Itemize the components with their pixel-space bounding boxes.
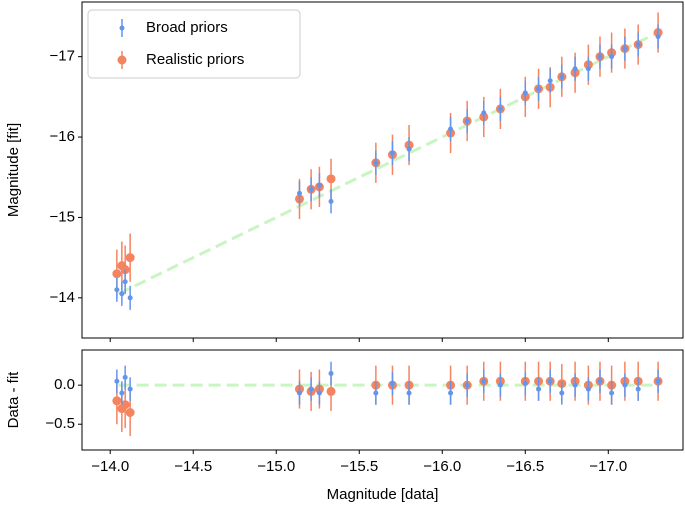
data-point [328,370,334,376]
data-point [119,291,125,297]
data-point [308,386,314,392]
data-point [597,378,603,384]
data-point [448,126,454,132]
x-tick-label: −15.0 [257,458,295,475]
data-point [609,54,615,60]
data-point [127,295,133,301]
data-point [127,386,133,392]
y-axis-label: Magnitude [fit] [5,123,22,217]
data-point [559,390,565,396]
data-point [406,146,412,152]
data-point [536,86,542,92]
data-point [448,390,454,396]
data-point [622,46,628,52]
data-point [655,34,661,40]
legend-swatch [119,25,125,31]
legend-box [87,9,301,79]
data-point [597,54,603,60]
x-tick-label: −14.0 [91,458,129,475]
y-tick-label: −15 [50,208,75,225]
x-tick-label: −17.0 [589,458,627,475]
data-point [122,279,128,285]
data-point [373,390,379,396]
data-point [296,390,302,396]
legend-swatch [117,55,127,65]
data-point [481,378,487,384]
data-point [497,382,503,388]
axes-frame [81,349,684,451]
data-point [328,198,334,204]
fit-line [117,31,659,296]
y-tick-label: −14 [50,289,75,306]
data-point [326,174,336,184]
data-point [622,382,628,388]
data-point [326,386,336,396]
data-point [497,106,503,112]
y-tick-label: 0.0 [54,376,75,393]
data-point [316,182,322,188]
y-tick-label: −16 [50,128,75,145]
data-point [120,400,130,410]
data-point [406,390,412,396]
x-tick-label: −15.5 [340,458,378,475]
data-point [114,287,120,293]
data-point [316,390,322,396]
data-point [389,381,395,387]
data-point [308,186,314,192]
data-point [112,269,122,279]
data-point [389,150,395,156]
data-point [635,386,641,392]
data-point [522,90,528,96]
data-point [572,382,578,388]
data-point [585,386,591,392]
data-point [572,66,578,72]
x-tick-label: −14.5 [174,458,212,475]
x-axis-label: Magnitude [data] [327,486,439,503]
y-tick-label: −17 [50,48,75,65]
data-point [522,381,528,387]
data-point [481,110,487,116]
data-point [373,160,379,166]
data-point [296,190,302,196]
data-point [609,390,615,396]
data-point [655,378,661,384]
plot-area [112,12,663,310]
data-point [125,253,135,263]
data-point [464,382,470,388]
x-tick-label: −16.0 [423,458,461,475]
y-axis-label: Data - fit [5,371,22,429]
data-point [547,78,553,84]
data-point [547,378,553,384]
legend-label: Realistic priors [146,51,244,68]
x-tick-label: −16.5 [506,458,544,475]
plot-area [112,361,663,436]
data-point [464,118,470,124]
data-point [635,42,641,48]
data-point [585,66,591,72]
data-point [559,74,565,80]
legend-label: Broad priors [146,19,228,36]
data-point [536,386,542,392]
y-tick-label: −0.5 [45,415,75,432]
axes-frame [81,1,684,339]
data-point [114,378,120,384]
data-point [125,408,135,417]
data-point [122,374,128,380]
data-point [119,390,125,396]
data-point [112,396,122,406]
